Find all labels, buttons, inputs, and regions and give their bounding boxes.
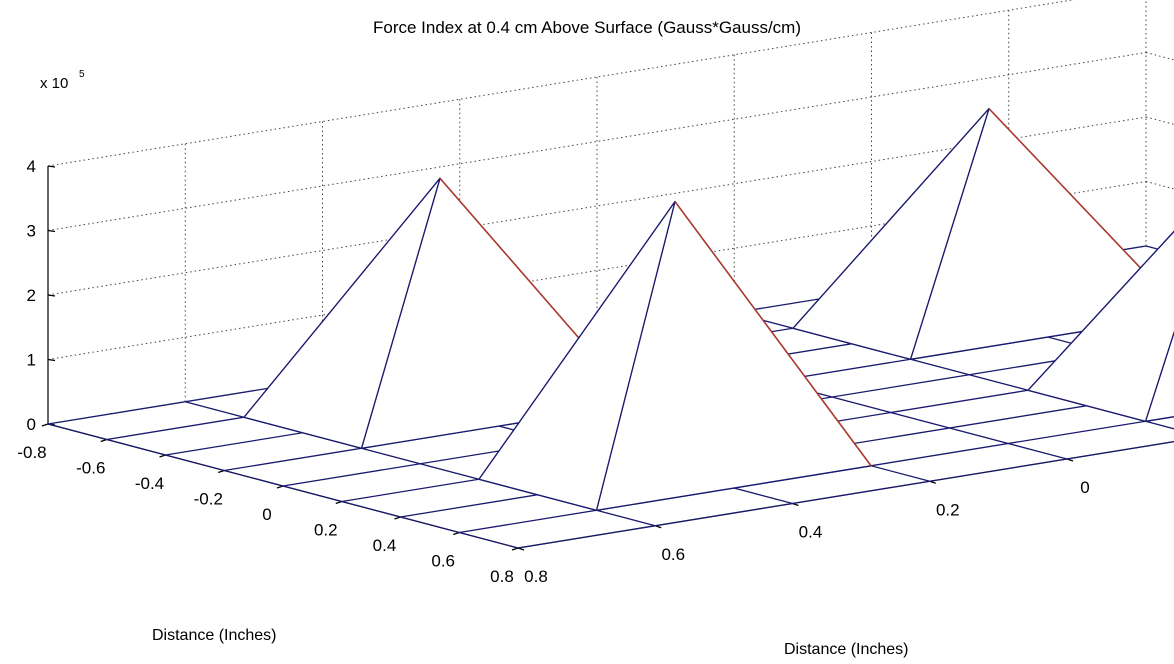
- pyramid-face: [595, 200, 872, 511]
- z-scale-exponent: 5: [79, 69, 85, 80]
- pyramid-face: [1027, 230, 1174, 422]
- y-tick-label: 0.2: [936, 500, 960, 519]
- pyramid-peak: [478, 200, 872, 511]
- x-tick-label: -0.2: [194, 490, 223, 509]
- z-tick-mark: [47, 358, 56, 362]
- z-tick-label: 3: [27, 222, 36, 241]
- x-tick-label: -0.6: [76, 459, 105, 478]
- x-tick-label: 0.8: [490, 567, 514, 586]
- z-tick-mark: [47, 294, 56, 297]
- pyramid-peak: [792, 108, 1174, 360]
- y-axis-label: Distance (Inches): [784, 641, 909, 658]
- y-tick-label: 0.8: [524, 567, 548, 586]
- pyramid-peak: [243, 177, 637, 449]
- x-axis-label: Distance (Inches): [152, 627, 277, 644]
- z-tick-label: 0: [27, 415, 36, 434]
- x-tick-mark: [41, 423, 49, 427]
- gridline-left-wall-z: [47, 116, 1147, 296]
- y-tick-label: 0.6: [661, 545, 685, 564]
- z-tick-mark: [47, 229, 56, 233]
- chart-title: Force Index at 0.4 cm Above Surface (Gau…: [372, 18, 801, 37]
- pyramid-face: [478, 200, 676, 511]
- z-scale-label: x 10: [40, 75, 68, 92]
- pyramid-peak: [1027, 230, 1174, 422]
- z-tick-mark: [47, 165, 56, 168]
- z-tick-label: 1: [27, 351, 36, 370]
- y-tick-label: 0: [1080, 478, 1089, 497]
- x-tick-label: -0.8: [17, 443, 46, 462]
- gridline-back-wall-z: [1145, 52, 1174, 61]
- x-tick-label: 0: [262, 505, 271, 524]
- tick-labels: 01234-0.8-0.6-0.4-0.200.20.40.60.8-0.8-0…: [17, 157, 1089, 586]
- pyramid-ridge: [674, 201, 872, 467]
- pyramid-face: [243, 177, 441, 449]
- surface-mesh: [47, 108, 1174, 549]
- surface-mesh-line: [47, 423, 519, 549]
- x-tick-label: 0.4: [373, 536, 397, 555]
- z-tick-label: 2: [27, 286, 36, 305]
- gridline-back-wall-z: [1145, 116, 1174, 125]
- y-tick-label: 0.4: [799, 523, 823, 542]
- x-tick-label: 0.2: [314, 521, 338, 540]
- gridline-left-wall-z: [47, 181, 1147, 360]
- gridline-left-wall-z: [47, 52, 1147, 231]
- x-tick-label: -0.4: [135, 474, 164, 493]
- gridline-left-wall-z: [47, 0, 1076, 167]
- z-tick-label: 4: [27, 157, 36, 176]
- pyramid-face: [792, 108, 990, 360]
- x-tick-label: 0.6: [431, 552, 455, 571]
